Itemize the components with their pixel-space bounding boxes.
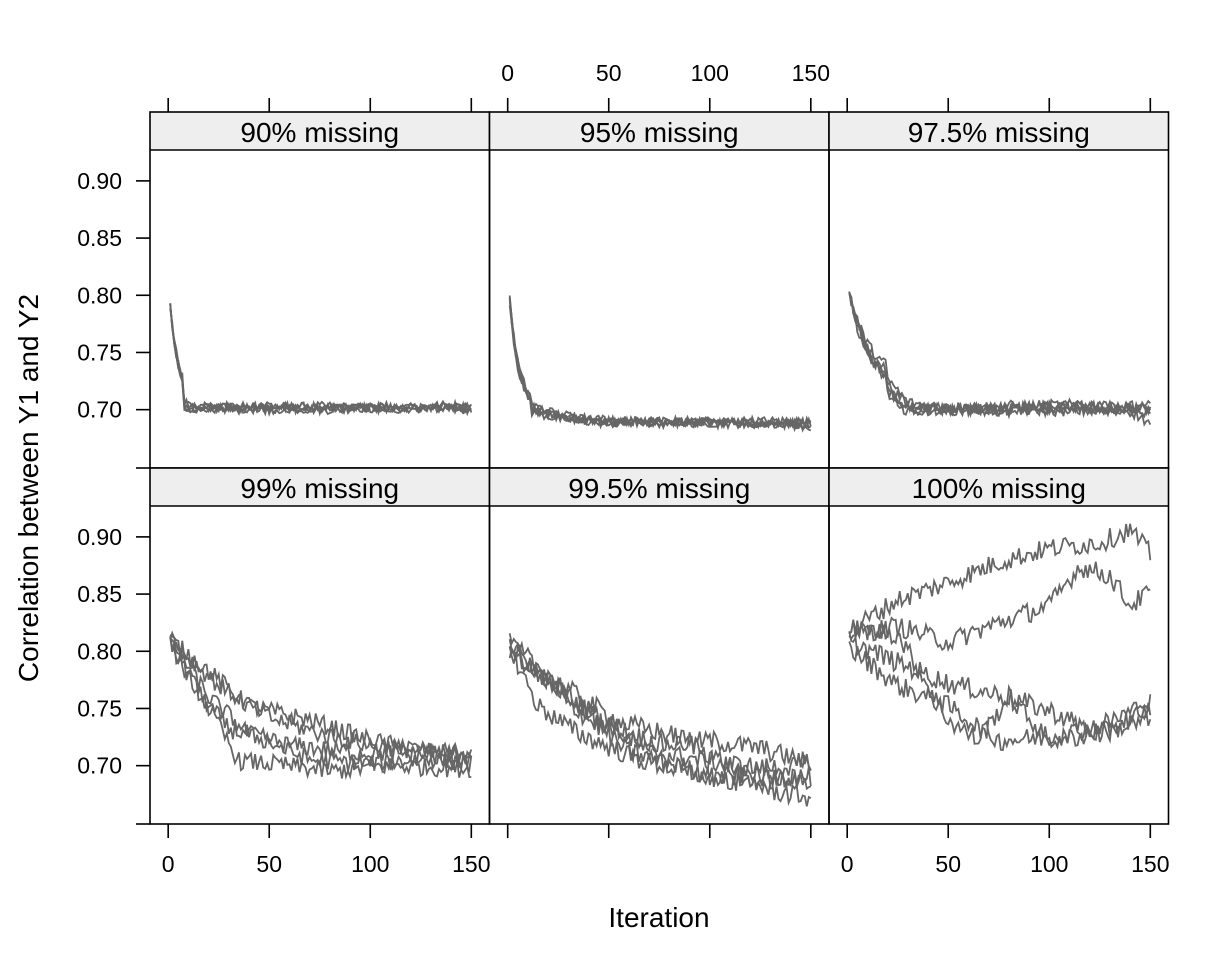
panel-title: 100% missing [912,473,1086,504]
y-tick-label: 0.90 [77,168,122,194]
y-axis-title: Correlation between Y1 and Y2 [13,294,44,682]
series-group [169,630,473,781]
axes-layer: 0 50 100 150 0 50 100 150 0 50 100 150 0.90 0.85 0.80 0… [77,60,1169,877]
panel-strip [150,468,490,506]
x-tick-label: 50 [596,60,622,86]
series-line-1 [508,297,812,430]
x-tick-label: 0 [501,60,514,86]
series-line-1 [848,293,1152,419]
series-group [508,633,812,807]
panel-strip [489,468,829,506]
series-line-1 [169,304,473,416]
panel-1: 90% missing [149,111,491,469]
series-group [848,523,1152,752]
panel-title: 99.5% missing [568,473,750,504]
panel-border [828,467,1170,825]
panel-strip [829,112,1169,150]
series-line-3 [169,630,473,775]
x-tick-label: 0 [841,851,854,877]
x-axis-title: Iteration [608,902,709,933]
series-line-2 [169,636,473,771]
series-line-2 [508,295,812,431]
panel-strip [829,468,1169,506]
panel-6: 100% missing [828,467,1170,825]
y-tick-label: 0.85 [77,225,122,251]
series-line-1 [169,634,473,764]
x-tick-label: 150 [792,60,830,86]
x-tick-label: 100 [1030,851,1068,877]
series-line-2 [169,303,472,415]
series-line-3 [508,645,812,789]
series-line-4 [508,633,812,807]
x-tick-label: 50 [935,851,961,877]
x-tick-label: 150 [452,851,490,877]
series-line-3 [169,303,472,417]
y-tick-label: 0.75 [77,695,122,721]
x-tick-label: 100 [351,851,389,877]
y-tick-label: 0.90 [77,524,122,550]
panel-3: 97.5% missing [828,111,1170,469]
series-line-4 [169,636,472,781]
panel-5: 99.5% missing [488,467,830,825]
panel-2: 95% missing [488,111,830,469]
series-line-5 [169,636,472,762]
series-line-5 [169,303,473,415]
panel-strip [489,112,829,150]
x-tick-label: 50 [256,851,282,877]
series-line-4 [848,641,1152,752]
series-group [848,291,1152,427]
y-tick-label: 0.85 [77,581,122,607]
y-tick-label: 0.80 [77,282,122,308]
series-line-5 [508,300,812,433]
y-tick-label: 0.70 [77,753,122,779]
panels-layer: 90% missing 95% missing 97.5% missing 99% m… [149,111,1170,825]
panel-title: 95% missing [580,117,739,148]
panel-strip [150,112,490,150]
series-line-5 [848,292,1152,427]
panel-title: 97.5% missing [908,117,1090,148]
series-line-1 [848,523,1152,635]
y-tick-label: 0.80 [77,638,122,664]
series-line-2 [848,561,1151,653]
panel-4: 99% missing [149,467,491,825]
y-tick-label: 0.70 [77,397,122,423]
y-tick-label: 0.75 [77,339,122,365]
series-line-5 [508,638,812,791]
series-line-4 [169,308,472,418]
x-tick-label: 0 [162,851,175,877]
series-line-5 [848,619,1152,751]
series-group [508,295,812,433]
panel-title: 90% missing [240,117,399,148]
series-line-4 [508,297,812,432]
x-tick-label: 150 [1131,851,1169,877]
panel-title: 99% missing [240,473,399,504]
x-tick-label: 100 [691,60,729,86]
series-group [169,303,473,418]
